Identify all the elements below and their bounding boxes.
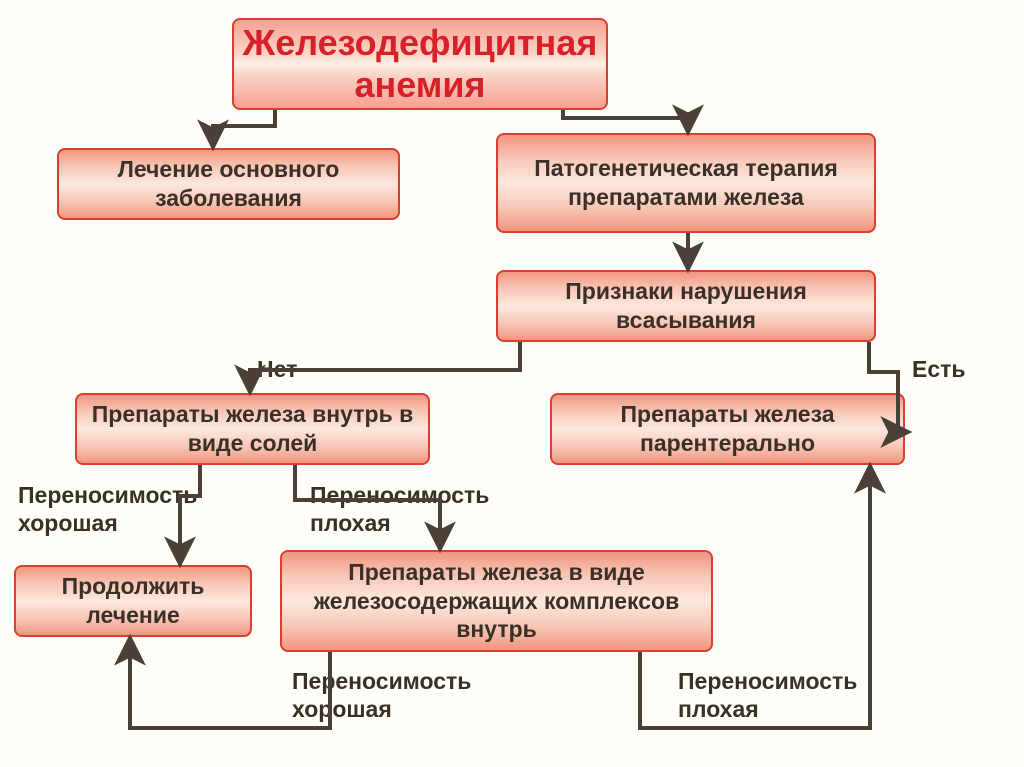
node-title-text: Железодефицитная анемия	[243, 22, 598, 106]
node-salts-text: Препараты железа внутрь в виде солей	[91, 400, 414, 458]
label-tolerance-good2: Переносимостьхорошая	[292, 668, 471, 723]
node-pathogenetic-text: Патогенетическая терапия препаратами жел…	[512, 154, 860, 212]
node-complexes: Препараты железа в виде железосодержащих…	[280, 550, 713, 652]
label-yes: Есть	[912, 356, 966, 384]
node-signs-text: Признаки нарушения всасывания	[512, 277, 860, 335]
node-main-treatment-text: Лечение основного заболевания	[73, 155, 384, 213]
label-tolerance-bad: Переносимостьплохая	[310, 482, 489, 537]
node-main-treatment: Лечение основного заболевания	[57, 148, 400, 220]
node-parenteral: Препараты железа парентерально	[550, 393, 905, 465]
node-title: Железодефицитная анемия	[232, 18, 608, 110]
label-tolerance-bad2: Переносимостьплохая	[678, 668, 857, 723]
node-continue: Продолжить лечение	[14, 565, 252, 637]
label-no: Нет	[257, 356, 297, 384]
node-pathogenetic: Патогенетическая терапия препаратами жел…	[496, 133, 876, 233]
node-complexes-text: Препараты железа в виде железосодержащих…	[296, 558, 697, 644]
node-continue-text: Продолжить лечение	[30, 572, 236, 630]
node-salts: Препараты железа внутрь в виде солей	[75, 393, 430, 465]
label-tolerance-good: Переносимостьхорошая	[18, 482, 197, 537]
node-parenteral-text: Препараты железа парентерально	[566, 400, 889, 458]
node-signs: Признаки нарушения всасывания	[496, 270, 876, 342]
